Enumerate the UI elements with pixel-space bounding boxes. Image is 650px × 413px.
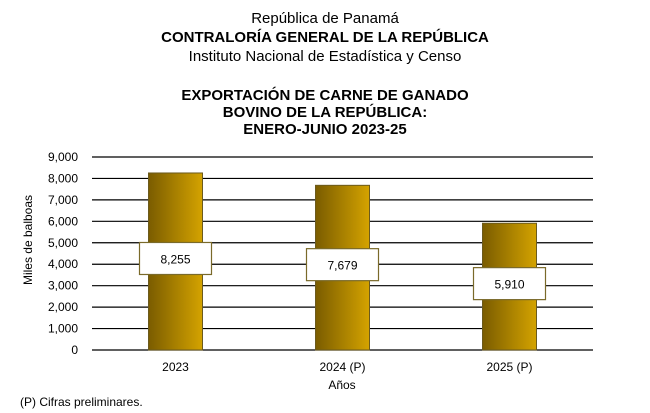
x-axis-label: Años: [328, 378, 355, 392]
footnote: (P) Cifras preliminares.: [20, 395, 143, 409]
chart-title-line-2: BOVINO DE LA REPÚBLICA:: [222, 104, 428, 121]
y-tick-label: 0: [71, 343, 78, 357]
data-label-box: [472, 267, 547, 301]
y-tick-label: 5,000: [48, 236, 78, 250]
y-axis-label: Miles de balboas: [21, 195, 35, 285]
y-tick-label: 7,000: [48, 193, 78, 207]
y-tick-label: 2,000: [48, 300, 78, 314]
chart-title-line-3: ENERO-JUNIO 2023-25: [243, 121, 407, 138]
y-axis-ticks: 0 1,000 2,000 3,000 4,000 5,000 6,000 7,000 8,00…: [48, 150, 78, 357]
header-institution: CONTRALORÍA GENERAL DE LA REPÚBLICA: [161, 29, 489, 46]
data-label-box: [305, 248, 380, 282]
header-country: República de Panamá: [251, 10, 399, 27]
data-label: 5,910: [494, 278, 524, 292]
y-tick-label: 3,000: [48, 279, 78, 293]
y-tick-label: 6,000: [48, 214, 78, 228]
bars: 8,255 7,679 5,910: [138, 172, 547, 351]
data-label-box: [138, 241, 213, 276]
y-tick-label: 4,000: [48, 257, 78, 271]
x-tick-label: 2023: [162, 360, 189, 374]
y-tick-label: 9,000: [48, 150, 78, 164]
header-institute: Instituto Nacional de Estadística y Cens…: [188, 48, 462, 65]
data-label: 7,679: [327, 259, 357, 273]
data-label: 8,255: [160, 252, 190, 266]
y-tick-label: 8,000: [48, 171, 78, 185]
x-axis-ticks: 2023 2024 (P) 2025 (P): [162, 360, 532, 374]
y-tick-label: 1,000: [48, 322, 78, 336]
chart-title-line-1: EXPORTACIÓN DE CARNE DE GANADO: [181, 87, 469, 104]
x-tick-label: 2024 (P): [319, 360, 365, 374]
x-tick-label: 2025 (P): [486, 360, 532, 374]
